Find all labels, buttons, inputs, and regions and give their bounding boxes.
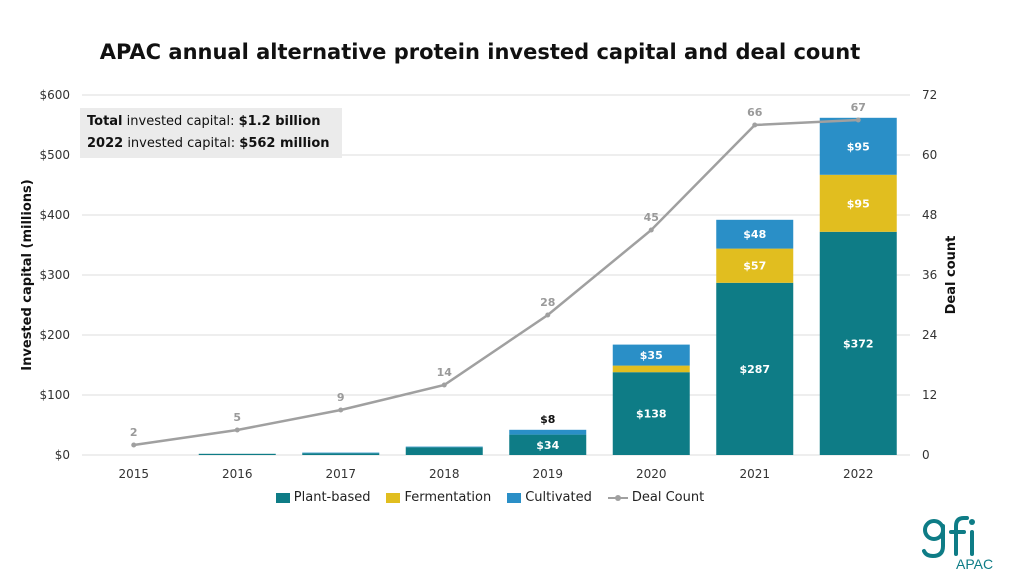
legend-item-deal-count: Deal Count [607, 490, 705, 505]
bar-value-label: $48 [743, 228, 766, 241]
logo-mark [922, 516, 974, 559]
bar-plant-based [302, 453, 380, 455]
deal-count-label: 14 [437, 366, 453, 379]
legend-item-plant-based: Plant-based [275, 490, 371, 505]
y2-tick-label: 0 [922, 448, 930, 462]
legend-swatch-plant-based [275, 492, 290, 503]
legend-item-cultivated: Cultivated [507, 490, 592, 505]
bar-plant-based [716, 282, 794, 455]
deal-count-label: 2 [130, 426, 138, 439]
x-tick-label: 2020 [636, 467, 667, 481]
bar-cultivated [612, 344, 690, 366]
legend-label-cultivated: Cultivated [525, 490, 592, 505]
y-tick-label: $300 [39, 268, 70, 282]
bar-plant-based [198, 453, 276, 455]
x-tick-label: 2015 [118, 467, 149, 481]
legend-item-fermentation: Fermentation [386, 490, 491, 505]
bar-value-label: $34 [536, 439, 559, 452]
bar-value-label: $35 [640, 349, 663, 362]
x-tick-label: 2021 [739, 467, 770, 481]
y-tick-label: $100 [39, 388, 70, 402]
bar-plant-based [612, 372, 690, 455]
bar-cultivated [716, 219, 794, 249]
annotation-line-2022: 2022 invested capital: $562 million [87, 136, 330, 151]
logo-dot [969, 519, 975, 525]
y-tick-label: $0 [55, 448, 70, 462]
deal-count-point [131, 442, 137, 448]
deal-count-point [648, 227, 654, 233]
x-tick-label: 2016 [222, 467, 253, 481]
deal-count-line [133, 118, 859, 447]
y2-tick-label: 60 [922, 148, 937, 162]
deal-count-label: 5 [233, 411, 241, 424]
chart-legend: Plant-based Fermentation Cultivated Deal… [0, 490, 980, 505]
deal-count-label: 66 [747, 106, 763, 119]
y2-tick-label: 72 [922, 88, 937, 102]
x-tick-label: 2018 [429, 467, 460, 481]
bar-cultivated [509, 429, 587, 435]
legend-swatch-cultivated [507, 492, 522, 503]
bar-plant-based [819, 231, 897, 455]
bar-value-label: $372 [843, 337, 874, 350]
y-tick-label: $600 [39, 88, 70, 102]
deal-count-label: 67 [851, 101, 866, 114]
deal-count-label: 9 [337, 391, 345, 404]
bar-value-label: $8 [540, 413, 555, 426]
bar-value-label: $57 [743, 260, 766, 273]
x-tick-label: 2022 [843, 467, 874, 481]
y-axis-label: Invested capital (millions) [20, 179, 35, 370]
bar-fermentation [716, 248, 794, 283]
bar-fermentation [819, 174, 897, 232]
bar-plant-based [405, 447, 483, 455]
y-tick-label: $400 [39, 208, 70, 222]
legend-label-plant-based: Plant-based [293, 490, 371, 505]
bar-fermentation [612, 365, 690, 373]
summary-annotation: Total invested capital: $1.2 billion 202… [80, 108, 342, 158]
deal-count-point [855, 117, 861, 123]
legend-label-deal-count: Deal Count [631, 490, 705, 505]
bar-cultivated [819, 117, 897, 175]
deal-count-label: 45 [644, 211, 659, 224]
legend-swatch-fermentation [386, 492, 401, 503]
logo-sub: APAC [956, 556, 993, 572]
deal-count-point [234, 427, 240, 433]
annotation-line-total: Total invested capital: $1.2 billion [87, 114, 321, 129]
bar-value-label: $95 [847, 140, 870, 153]
bar-cultivated [302, 452, 380, 454]
legend-label-fermentation: Fermentation [404, 490, 492, 505]
y2-axis-label: Deal count [944, 236, 959, 315]
deal-count-label: 28 [540, 296, 555, 309]
x-tick-label: 2019 [532, 467, 563, 481]
legend-swatch-deal-count [607, 493, 628, 503]
deal-count-point [441, 382, 447, 388]
bar-cultivated [405, 446, 483, 448]
y2-tick-label: 48 [922, 208, 937, 222]
deal-count-point [545, 312, 551, 318]
deal-count-point [752, 122, 758, 128]
bar-value-label: $287 [739, 363, 770, 376]
bar-value-label: $138 [636, 408, 667, 421]
bar-plant-based [509, 434, 587, 455]
deal-count-point [338, 407, 344, 413]
y2-tick-label: 36 [922, 268, 937, 282]
gfi-apac-logo: APAC [922, 516, 993, 572]
bar-value-label: $95 [847, 197, 870, 210]
y2-tick-label: 24 [922, 328, 937, 342]
y-tick-label: $500 [39, 148, 70, 162]
y2-tick-label: 12 [922, 388, 937, 402]
x-tick-label: 2017 [325, 467, 356, 481]
chart-title: APAC annual alternative protein invested… [99, 40, 861, 64]
y-tick-label: $200 [39, 328, 70, 342]
